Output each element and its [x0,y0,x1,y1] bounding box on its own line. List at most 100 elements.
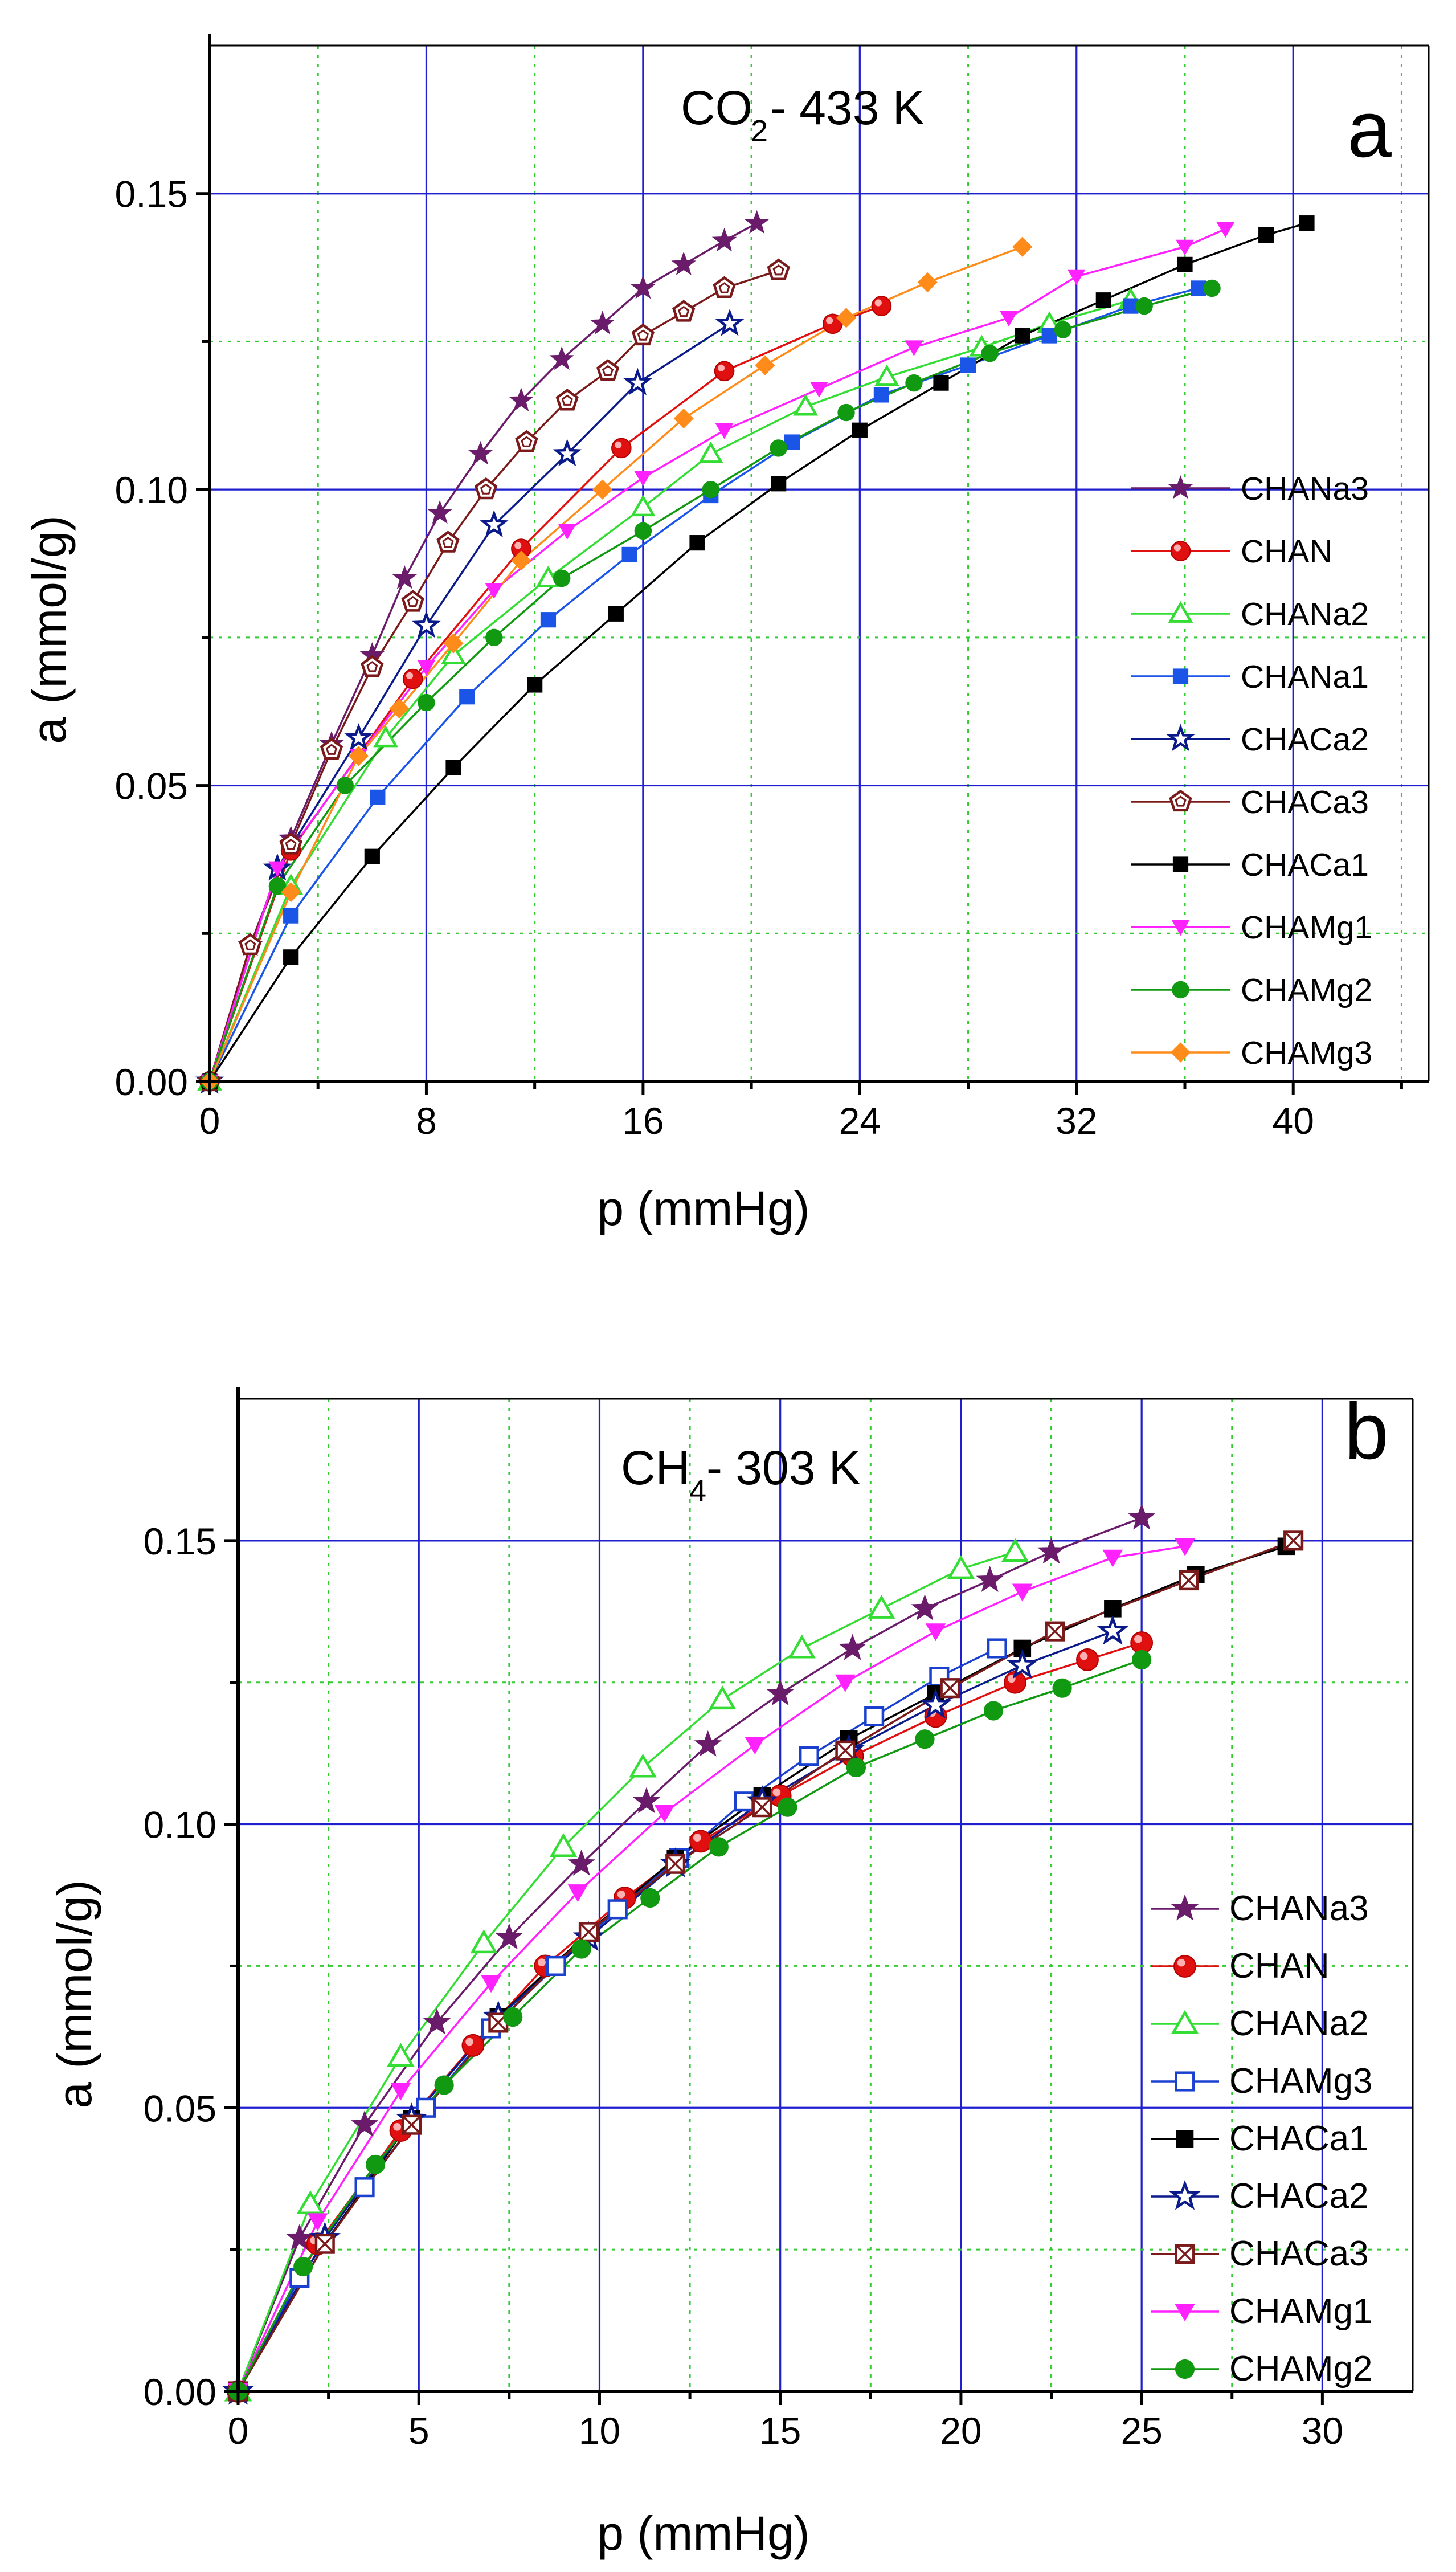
panel-a-y-tick-label: 0.00 [115,1061,188,1103]
panel-a-point-chana2 [793,394,819,416]
panel-a-point-chaca1 [933,375,949,391]
panel-a-markers-chaca1 [202,215,1315,1089]
panel-a-point-chaca1 [1177,256,1193,272]
panel-a-point-chamg3 [511,550,531,571]
panel-b-point-chaca3 [665,1854,686,1874]
panel-a-legend-swatch-marker [1168,475,1193,499]
panel-a-point-chaca1 [689,535,705,551]
panel-a-point-chan [714,361,735,382]
panel-b-point-chamg2 [571,1939,591,1959]
panel-b-point-chamg3 [799,1746,819,1766]
panel-b-legend-swatch-marker [1171,1894,1199,1921]
panel-a-point-chaca1 [445,760,461,776]
panel-b-y-axis-label: a (mmol/g) [48,1880,101,2108]
panel-a-point-chana3 [744,210,770,234]
panel-a-legend-label: CHAMg1 [1241,909,1372,946]
panel-a-point-chana1 [621,546,637,563]
panel-a-point-chaca1 [1095,292,1111,308]
panel-b-point-chaca1 [1104,1600,1122,1618]
panel-b-point-chamg1 [835,1674,856,1692]
panel-a-point-chaca2 [553,439,582,467]
panel-a-point-chamg1 [1067,269,1086,285]
panel-b-letter: b [1344,1386,1389,1476]
panel-a-title: CO 2 - 433 K [681,81,925,148]
panel-b-point-chan [1004,1671,1026,1694]
panel-b-legend-label: CHAN [1229,1946,1330,1986]
panel-a-legend-swatch-marker [1166,724,1195,752]
panel-a-point-chaca2 [344,722,373,750]
panel-a-point-chan [511,538,531,559]
panel-a-point-chamg1 [485,583,504,599]
panel-b-point-chana2 [296,2190,325,2215]
panel-b-x-tick-label: 15 [759,2410,801,2452]
panel-a-point-chamg1 [905,340,923,356]
panel-a-point-chamg2 [837,403,855,422]
panel-a-legend-item-chamg1: CHAMg1 [1131,909,1372,946]
panel-a-point-chamg1 [1216,222,1235,238]
panel-a-line-chana2 [208,299,1131,1082]
panel-b-line-chaca3 [237,1540,1294,2392]
panel-b-point-chaca3 [940,1678,960,1699]
panel-b-x-tick-label: 30 [1302,2410,1343,2452]
panel-b-point-chaca2 [1097,1615,1129,1645]
panel-b-title-rest: - 303 K [706,1441,861,1495]
panel-a-legend-swatch-marker [1168,601,1193,623]
panel-a-markers-chamg3 [199,236,1033,1092]
panel-a-point-chamg1 [1176,239,1194,256]
panel-a-legend-swatch-marker [1172,981,1189,999]
panel-b-point-chamg1 [1102,1549,1123,1567]
panel-b-point-chan [461,2034,485,2057]
panel-a-y-axis-label: a (mmol/g) [22,515,76,744]
panel-b-line-chamg3 [237,1647,998,2392]
panel-b-title-subscript: 4 [689,1474,706,1508]
panel-a-point-chana3 [427,500,452,524]
panel-a-markers-chaca3 [198,258,790,1092]
panel-a-ticks: 0 8 16 24 32 40 0.00 0.05 0.10 0.15 [115,173,1403,1142]
panel-a-point-chaca3 [361,655,384,677]
panel-b-point-chana3 [911,1594,939,1620]
panel-a-point-chana1 [540,612,557,628]
panel-a-legend-label: CHANa3 [1241,471,1369,507]
panel-b-x-tick-label: 25 [1120,2410,1162,2452]
panel-a-y-tick-label: 0.05 [115,765,188,807]
panel-b-title-gas: CH [621,1441,690,1495]
panel-b-markers-chana2 [224,1538,1029,2402]
panel-a-point-chaca1 [1015,328,1030,344]
panel-a-point-chaca3 [320,738,343,760]
panel-b-legend-item-chaca2: CHACa2 [1151,2177,1369,2216]
panel-b-point-chana3 [694,1730,722,1757]
panel-b-point-chamg2 [365,2154,386,2174]
panel-a-line-chamg1 [208,228,1226,1082]
panel-a-point-chamg1 [810,382,828,398]
panel-a-point-chaca3 [279,832,302,855]
panel-a-point-chana1 [283,908,299,924]
panel-a-point-chan [611,438,632,459]
panel-b-legend-item-chana3: CHANa3 [1151,1889,1369,1928]
panel-a-point-chamg2 [1054,321,1072,338]
panel-b-point-chana3 [423,2008,451,2035]
panel-a-legend-item-chamg2: CHAMg2 [1131,972,1372,1009]
panel-b-point-chana3 [632,1787,661,1814]
panel-b-x-tick-label: 20 [940,2410,981,2452]
panel-b-point-chana2 [549,1833,578,1857]
panel-a-point-chamg3 [836,308,857,328]
panel-a-series-markers [195,210,1315,1094]
panel-a-point-chamg1 [715,423,734,439]
panel-b-point-chan [1076,1648,1099,1671]
panel-b-legend-swatch-marker [1169,2180,1201,2210]
panel-b-legend-label: CHACa2 [1229,2177,1369,2216]
panel-a-point-chamg1 [558,524,576,540]
panel-a-point-chamg3 [755,355,775,375]
panel-a-point-chana1 [960,357,976,373]
panel-a-point-chana3 [392,565,418,589]
panel-a-point-chamg2 [634,522,652,540]
panel-a-x-tick-label: 8 [416,1100,437,1142]
panel-a-point-chamg3 [1012,236,1033,257]
panel-a-x-tick-label: 32 [1056,1100,1097,1142]
panel-a-legend-swatch-marker [1171,920,1190,936]
panel-b-legend-item-chamg1: CHAMg1 [1151,2292,1373,2331]
panel-b-point-chamg3 [987,1638,1007,1659]
panel-a-point-chaca3 [515,430,538,452]
panel-b-point-chana2 [1001,1538,1029,1562]
